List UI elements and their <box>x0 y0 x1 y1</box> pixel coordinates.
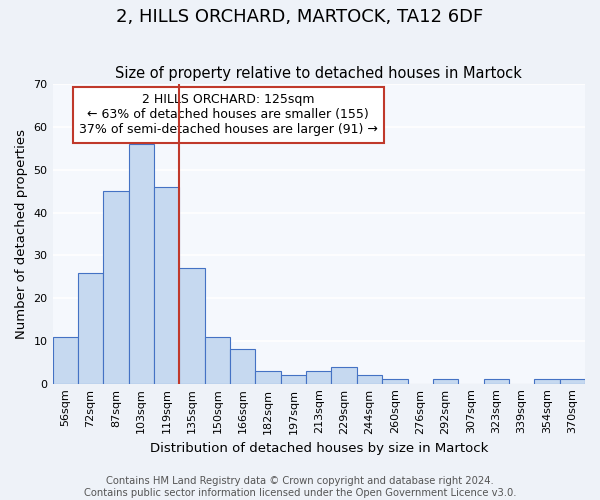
Bar <box>433 380 458 384</box>
Bar <box>331 366 357 384</box>
Bar <box>205 336 230 384</box>
Bar <box>154 187 179 384</box>
Title: Size of property relative to detached houses in Martock: Size of property relative to detached ho… <box>115 66 522 80</box>
Bar <box>256 371 281 384</box>
Text: 2 HILLS ORCHARD: 125sqm
← 63% of detached houses are smaller (155)
37% of semi-d: 2 HILLS ORCHARD: 125sqm ← 63% of detache… <box>79 94 377 136</box>
Y-axis label: Number of detached properties: Number of detached properties <box>15 129 28 339</box>
Bar <box>179 268 205 384</box>
Bar <box>357 375 382 384</box>
X-axis label: Distribution of detached houses by size in Martock: Distribution of detached houses by size … <box>149 442 488 455</box>
Bar <box>53 336 78 384</box>
Bar <box>281 375 306 384</box>
Bar <box>382 380 407 384</box>
Bar <box>484 380 509 384</box>
Text: Contains HM Land Registry data © Crown copyright and database right 2024.
Contai: Contains HM Land Registry data © Crown c… <box>84 476 516 498</box>
Bar <box>103 192 128 384</box>
Bar <box>128 144 154 384</box>
Bar <box>534 380 560 384</box>
Text: 2, HILLS ORCHARD, MARTOCK, TA12 6DF: 2, HILLS ORCHARD, MARTOCK, TA12 6DF <box>116 8 484 26</box>
Bar <box>306 371 331 384</box>
Bar <box>560 380 585 384</box>
Bar <box>78 272 103 384</box>
Bar <box>230 350 256 384</box>
